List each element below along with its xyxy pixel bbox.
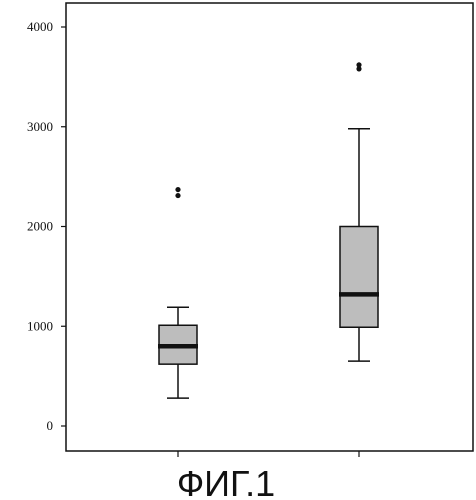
box-series: [158, 62, 379, 398]
outlier-point: [356, 62, 361, 67]
y-tick-label: 0: [47, 418, 54, 433]
y-tick-label: 3000: [27, 119, 53, 134]
y-tick-label: 1000: [27, 318, 53, 333]
iqr-box: [340, 227, 378, 328]
x-axis-ticks: [178, 451, 359, 457]
box-2: [339, 62, 379, 361]
y-axis: 0 1000 2000 3000 4000: [27, 19, 66, 433]
box-1: [158, 187, 198, 398]
y-tick-label: 2000: [27, 219, 53, 234]
outlier-point: [175, 193, 180, 198]
y-tick-label: 4000: [27, 19, 53, 34]
figure-caption: ФИГ.1: [177, 463, 275, 500]
plot-frame: [66, 3, 473, 451]
outlier-point: [175, 187, 180, 192]
